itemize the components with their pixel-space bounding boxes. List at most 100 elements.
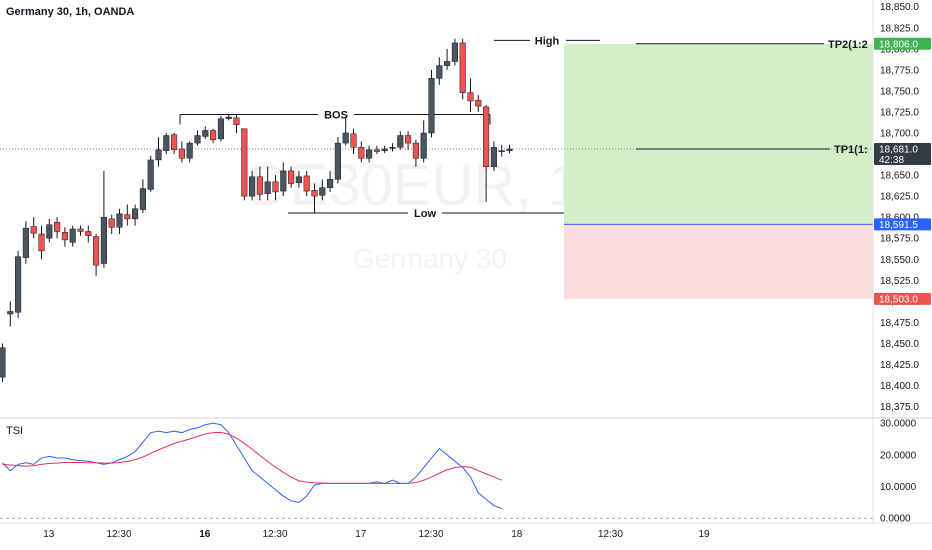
price-axis-tick: 18,525.0 bbox=[880, 276, 919, 287]
candle-up bbox=[319, 187, 326, 196]
candle-up bbox=[490, 147, 497, 167]
price-axis-tick: 18,825.0 bbox=[880, 23, 919, 34]
candle-up bbox=[100, 216, 107, 264]
time-axis-tick: 12:30 bbox=[418, 529, 443, 540]
price-axis-tick: 18,475.0 bbox=[880, 318, 919, 329]
time-axis-tick: 17 bbox=[355, 529, 367, 540]
price-tag-text: 18,681.0 bbox=[879, 144, 918, 155]
candle-down bbox=[459, 42, 466, 93]
profit-zone bbox=[564, 43, 873, 225]
candle-down bbox=[350, 133, 357, 148]
tsi-indicator-label[interactable]: TSI bbox=[6, 425, 24, 437]
price-axis-tick: 18,650.0 bbox=[880, 171, 919, 182]
price-tag-text: 18,503.0 bbox=[879, 294, 918, 305]
candle-up bbox=[498, 150, 505, 152]
price-axis-tick: 18,800.0 bbox=[880, 44, 919, 55]
tsi-axis-tick: 0.0000 bbox=[880, 514, 911, 525]
candle-up bbox=[132, 208, 139, 220]
price-tag-text: 18,591.5 bbox=[879, 220, 918, 231]
price-tag-countdown: 42:38 bbox=[879, 155, 904, 166]
candle-down bbox=[358, 147, 365, 159]
time-axis-tick: 13 bbox=[43, 529, 55, 540]
price-axis-tick: 18,850.0 bbox=[880, 2, 919, 13]
candle-up bbox=[451, 42, 458, 62]
time-axis-tick: 18 bbox=[511, 529, 523, 540]
candle-up bbox=[420, 132, 427, 159]
candle-down bbox=[288, 170, 295, 184]
candle-down bbox=[210, 130, 217, 140]
time-axis-tick: 16 bbox=[199, 529, 211, 540]
candle-up bbox=[194, 135, 201, 144]
candle-up bbox=[7, 311, 14, 315]
candle-down bbox=[233, 117, 240, 125]
bos-label: BOS bbox=[324, 109, 348, 121]
candle-down bbox=[467, 92, 474, 102]
candle-up bbox=[163, 135, 170, 151]
candle-down bbox=[61, 232, 68, 241]
tsi-axis-tick: 10.0000 bbox=[880, 482, 917, 493]
candle-up bbox=[15, 256, 22, 313]
candle-down bbox=[272, 181, 279, 193]
time-axis-tick: 12:30 bbox=[106, 529, 131, 540]
price-axis-tick: 18,775.0 bbox=[880, 65, 919, 76]
candle-up bbox=[334, 142, 341, 180]
candle-down bbox=[171, 134, 178, 151]
candle-up bbox=[249, 176, 256, 197]
candle-up bbox=[280, 170, 287, 192]
candle-down bbox=[77, 228, 84, 232]
high-label: High bbox=[535, 35, 560, 47]
candle-down bbox=[405, 135, 412, 144]
candle-down bbox=[54, 221, 61, 232]
candle-down bbox=[475, 99, 482, 107]
candle-down bbox=[108, 218, 115, 228]
candle-down bbox=[373, 149, 380, 152]
loss-zone bbox=[564, 224, 873, 299]
price-axis-tick: 18,575.0 bbox=[880, 234, 919, 245]
candle-up bbox=[147, 159, 154, 190]
candle-up bbox=[46, 224, 53, 239]
price-tag-last bbox=[874, 142, 931, 165]
candle-up bbox=[155, 149, 162, 161]
watermark-name: Germany 30 bbox=[353, 243, 507, 274]
tsi-axis-tick: 30.0000 bbox=[880, 419, 917, 430]
low-label: Low bbox=[414, 208, 436, 220]
candle-down bbox=[178, 148, 185, 159]
candle-up bbox=[22, 227, 29, 258]
price-axis-tick: 18,600.0 bbox=[880, 213, 919, 224]
candle-up bbox=[366, 149, 373, 159]
time-axis-tick: 19 bbox=[698, 529, 710, 540]
price-tag-entry bbox=[874, 218, 931, 231]
candle-up bbox=[397, 135, 404, 148]
candle-down bbox=[30, 226, 37, 234]
time-axis-tick: 12:30 bbox=[598, 529, 623, 540]
candle-up bbox=[202, 130, 209, 137]
candle-up bbox=[217, 118, 224, 140]
price-tag-stop bbox=[874, 292, 931, 305]
candle-up bbox=[381, 148, 388, 151]
price-axis-tick: 18,450.0 bbox=[880, 339, 919, 350]
candle-up bbox=[69, 228, 76, 243]
candle-down bbox=[412, 142, 419, 159]
candle-down bbox=[256, 176, 263, 195]
candle-up bbox=[186, 142, 193, 159]
tp1-label: TP1(1: bbox=[834, 144, 868, 156]
price-tag-text: 18,806.0 bbox=[879, 39, 918, 50]
candle-up bbox=[342, 132, 349, 144]
candle-down bbox=[38, 233, 45, 252]
candle-up bbox=[116, 213, 123, 228]
candle-down bbox=[483, 106, 490, 167]
price-axis-tick: 18,425.0 bbox=[880, 360, 919, 371]
candle-down bbox=[93, 236, 100, 266]
candle-down bbox=[124, 214, 131, 220]
tsi-signal-line bbox=[2, 431, 502, 484]
price-axis-tick: 18,625.0 bbox=[880, 192, 919, 203]
candle-down bbox=[85, 231, 92, 236]
candle-up bbox=[264, 181, 271, 194]
candle-down bbox=[303, 175, 310, 192]
candle-up bbox=[444, 61, 451, 66]
candle-up bbox=[506, 148, 513, 151]
tsi-tsi-line bbox=[2, 422, 502, 510]
price-axis-tick: 18,725.0 bbox=[880, 107, 919, 118]
time-axis-tick: 12:30 bbox=[262, 529, 287, 540]
